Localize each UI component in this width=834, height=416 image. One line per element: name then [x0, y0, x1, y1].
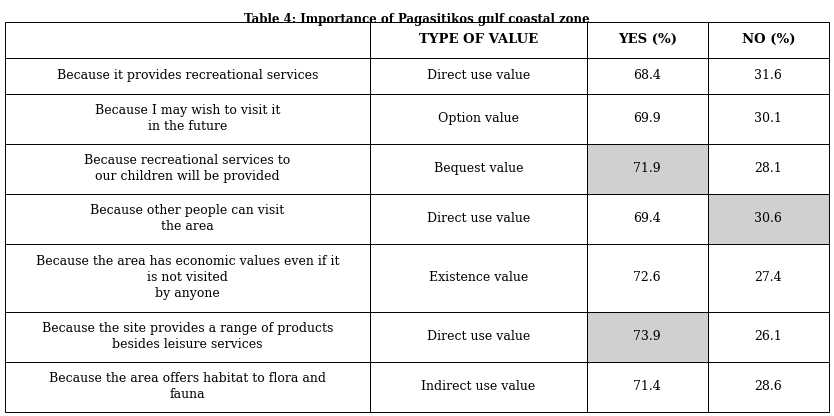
Bar	[5, 362, 370, 412]
Text: TYPE OF VALUE: TYPE OF VALUE	[419, 33, 538, 47]
Bar	[587, 362, 708, 412]
Bar	[708, 362, 829, 412]
Bar	[708, 194, 829, 244]
Text: YES (%): YES (%)	[618, 33, 677, 47]
Bar	[587, 244, 708, 312]
Text: 30.1: 30.1	[755, 112, 782, 125]
Text: Because it provides recreational services: Because it provides recreational service…	[57, 69, 319, 82]
Bar	[370, 244, 587, 312]
Text: Direct use value: Direct use value	[427, 330, 530, 343]
Text: 69.4: 69.4	[634, 212, 661, 225]
Text: 69.9: 69.9	[634, 112, 661, 125]
Text: Because the area has economic values even if it
is not visited
by anyone: Because the area has economic values eve…	[36, 255, 339, 300]
Bar	[587, 194, 708, 244]
Bar	[587, 22, 708, 58]
Text: 71.9: 71.9	[634, 162, 661, 175]
Text: Because I may wish to visit it
in the future: Because I may wish to visit it in the fu…	[95, 104, 280, 133]
Text: 26.1: 26.1	[755, 330, 782, 343]
Text: Because the area offers habitat to flora and
fauna: Because the area offers habitat to flora…	[49, 372, 326, 401]
Bar	[370, 194, 587, 244]
Text: 31.6: 31.6	[755, 69, 782, 82]
Bar	[5, 144, 370, 194]
Bar	[708, 312, 829, 362]
Bar	[5, 244, 370, 312]
Text: Option value: Option value	[438, 112, 519, 125]
Text: Existence value: Existence value	[429, 271, 528, 284]
Bar	[370, 94, 587, 144]
Bar	[370, 312, 587, 362]
Bar	[708, 144, 829, 194]
Bar	[5, 194, 370, 244]
Bar	[5, 312, 370, 362]
Text: NO (%): NO (%)	[741, 33, 795, 47]
Bar	[5, 22, 370, 58]
Bar	[708, 244, 829, 312]
Bar	[587, 312, 708, 362]
Text: Bequest value: Bequest value	[434, 162, 523, 175]
Text: Table 4: Importance of Pagasitikos gulf coastal zone: Table 4: Importance of Pagasitikos gulf …	[244, 13, 590, 26]
Bar	[708, 58, 829, 94]
Text: Indirect use value: Indirect use value	[421, 381, 535, 394]
Bar	[587, 58, 708, 94]
Text: 27.4: 27.4	[755, 271, 782, 284]
Bar	[587, 94, 708, 144]
Bar	[708, 22, 829, 58]
Text: 68.4: 68.4	[633, 69, 661, 82]
Text: Because recreational services to
our children will be provided: Because recreational services to our chi…	[84, 154, 290, 183]
Text: Because other people can visit
the area: Because other people can visit the area	[90, 204, 284, 233]
Bar	[370, 144, 587, 194]
Text: Direct use value: Direct use value	[427, 69, 530, 82]
Bar	[5, 94, 370, 144]
Text: 28.1: 28.1	[755, 162, 782, 175]
Text: Because the site provides a range of products
besides leisure services: Because the site provides a range of pro…	[42, 322, 334, 352]
Bar	[370, 58, 587, 94]
Text: 28.6: 28.6	[755, 381, 782, 394]
Bar	[708, 94, 829, 144]
Bar	[587, 144, 708, 194]
Text: Direct use value: Direct use value	[427, 212, 530, 225]
Text: 73.9: 73.9	[634, 330, 661, 343]
Text: 72.6: 72.6	[634, 271, 661, 284]
Text: 30.6: 30.6	[755, 212, 782, 225]
Bar	[5, 58, 370, 94]
Text: 71.4: 71.4	[634, 381, 661, 394]
Bar	[370, 22, 587, 58]
Bar	[370, 362, 587, 412]
